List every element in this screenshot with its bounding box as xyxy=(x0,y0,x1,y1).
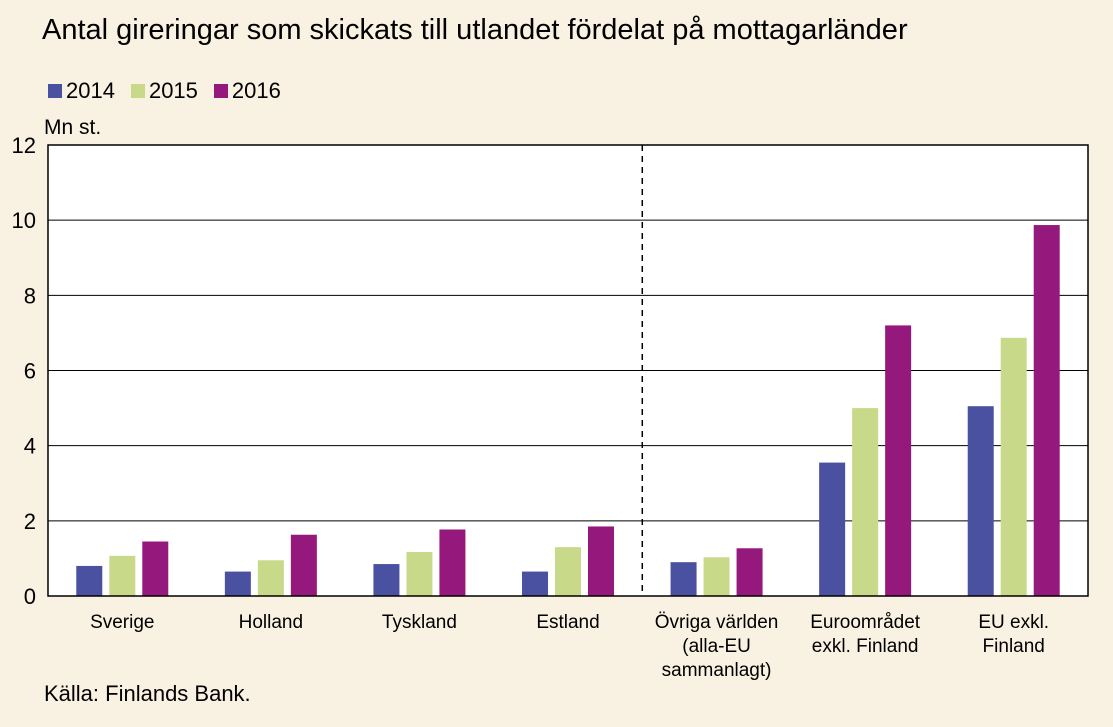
chart-title: Antal gireringar som skickats till utlan… xyxy=(42,14,908,46)
legend-swatch-2015 xyxy=(130,84,145,98)
x-tick-label: exkl. Finland xyxy=(812,636,919,657)
bar-2014-0 xyxy=(76,565,103,596)
x-tick-label: Tyskland xyxy=(382,612,457,633)
bar-2016-4 xyxy=(736,548,763,596)
bar-2015-6 xyxy=(1000,337,1027,596)
bar-2014-5 xyxy=(819,462,846,596)
bar-2014-3 xyxy=(522,571,548,596)
bar-2016-5 xyxy=(885,325,912,596)
x-tick-label: Estland xyxy=(536,612,599,633)
bar-2015-1 xyxy=(257,560,284,596)
y-tick-label: 12 xyxy=(12,133,36,158)
y-tick-label: 10 xyxy=(12,208,36,233)
y-tick-label: 0 xyxy=(24,584,36,609)
bar-2016-2 xyxy=(439,529,466,596)
y-tick-label: 4 xyxy=(24,434,36,459)
legend-label-2016: 2016 xyxy=(231,78,281,103)
bar-2015-4 xyxy=(703,557,730,596)
x-tick-label: Euroområdet xyxy=(810,612,921,633)
bar-2015-3 xyxy=(555,547,581,596)
legend: 2014 2015 2016 xyxy=(48,78,297,104)
bar-2016-1 xyxy=(290,534,317,596)
y-axis-unit: Mn st. xyxy=(44,116,102,139)
legend-swatch-2016 xyxy=(213,84,228,98)
y-tick-label: 8 xyxy=(24,283,36,308)
legend-label-2014: 2014 xyxy=(66,78,115,103)
legend-item-2016: 2016 xyxy=(213,78,281,104)
bar-2016-0 xyxy=(142,541,169,596)
y-tick-label: 6 xyxy=(24,359,36,384)
bar-2016-3 xyxy=(588,526,614,596)
source-note: Källa: Finlands Bank. xyxy=(44,681,251,706)
legend-item-2015: 2015 xyxy=(130,78,198,104)
legend-item-2014: 2014 xyxy=(48,78,115,104)
x-tick-label: Holland xyxy=(239,612,303,633)
bar-2014-6 xyxy=(967,406,994,596)
x-tick-label: Övriga världen xyxy=(655,612,779,633)
bar-2015-5 xyxy=(852,408,879,596)
bar-2014-1 xyxy=(224,571,251,596)
plot-frame xyxy=(47,144,1089,597)
bar-2014-2 xyxy=(373,564,400,596)
legend-label-2015: 2015 xyxy=(148,78,198,103)
x-tick-label: EU exkl. xyxy=(978,612,1049,633)
bar-2015-2 xyxy=(406,552,433,596)
y-tick-label: 2 xyxy=(24,509,36,534)
bar-2014-4 xyxy=(670,562,697,596)
legend-swatch-2014 xyxy=(48,84,62,98)
x-tick-label: Finland xyxy=(983,636,1045,657)
x-tick-label: sammanlagt) xyxy=(662,660,772,681)
bar-2015-0 xyxy=(109,555,136,596)
x-tick-label: (alla-EU xyxy=(682,636,751,657)
x-tick-label: Sverige xyxy=(90,612,154,633)
bar-2016-6 xyxy=(1033,225,1060,597)
